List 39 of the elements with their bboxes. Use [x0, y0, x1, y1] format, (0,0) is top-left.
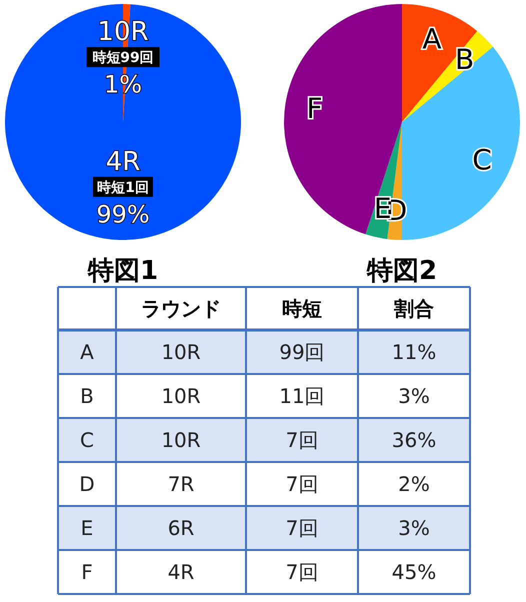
text: 10R — [161, 340, 201, 364]
text: 7R — [168, 472, 194, 496]
text: 3% — [398, 516, 430, 540]
text: 10R — [161, 428, 201, 452]
text: 11% — [392, 340, 436, 364]
category-label: D — [79, 472, 95, 496]
slice-label: C — [472, 143, 492, 176]
text: 7回 — [286, 516, 318, 540]
slice-label: A — [422, 22, 442, 56]
text: 3% — [398, 384, 430, 408]
slice-label: F — [306, 92, 323, 125]
category-label: ラウンド — [141, 296, 221, 320]
text: 7回 — [286, 560, 318, 584]
text: 99回 — [279, 340, 325, 364]
text: 特図1 — [86, 256, 158, 286]
category-label: E — [80, 516, 94, 540]
pie-slice — [402, 4, 478, 122]
category-label: 時短 — [282, 296, 322, 320]
text: 10R — [161, 384, 201, 408]
text: 時短99回 — [92, 50, 154, 66]
text: 4R — [168, 560, 194, 584]
text: 2% — [398, 472, 430, 496]
category-label: B — [80, 384, 94, 408]
text: 7回 — [286, 428, 318, 452]
text: 11回 — [279, 384, 325, 408]
text: 45% — [392, 560, 436, 584]
slice-label: 4R — [106, 146, 140, 177]
text: 時短1回 — [97, 180, 149, 196]
text: 特図2 — [366, 256, 438, 286]
text: 36% — [392, 428, 436, 452]
text: 7回 — [286, 472, 318, 496]
pie-slice — [5, 4, 241, 240]
data-label: 99% — [96, 200, 150, 228]
category-label: F — [81, 560, 93, 584]
category-label: C — [80, 428, 94, 452]
text: 6R — [168, 516, 194, 540]
slice-label: B — [454, 43, 474, 76]
category-label: A — [80, 340, 94, 364]
category-label: 割合 — [393, 296, 434, 320]
